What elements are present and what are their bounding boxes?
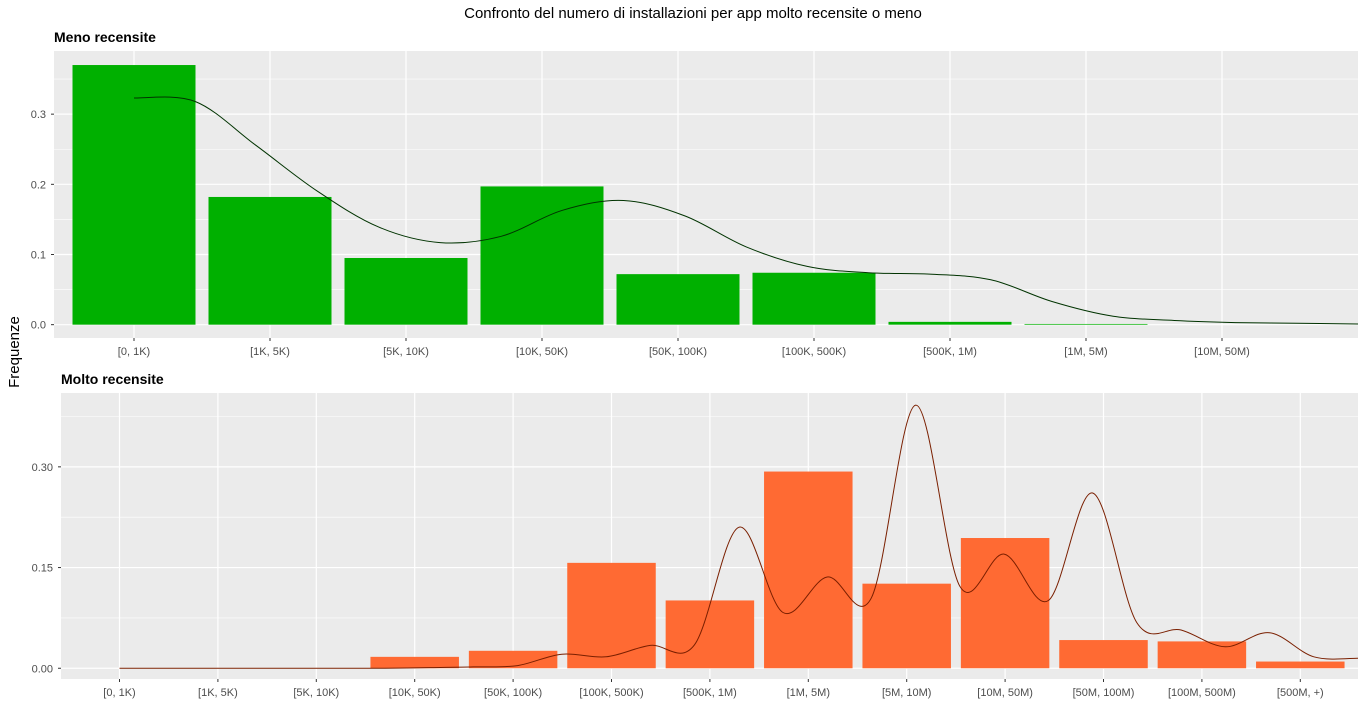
y-tick-label: 0.1 bbox=[31, 249, 46, 261]
bar bbox=[344, 258, 468, 325]
x-tick-label: [500K, 1M) bbox=[923, 346, 977, 358]
y-tick-label: 0.15 bbox=[32, 563, 53, 575]
x-tick-label: [500M, +) bbox=[1277, 687, 1324, 699]
bar bbox=[960, 538, 1050, 669]
bar bbox=[888, 321, 1012, 325]
x-tick-label: [5K, 10K) bbox=[293, 687, 339, 699]
bar bbox=[862, 583, 951, 669]
bar bbox=[1024, 323, 1148, 325]
bar bbox=[567, 562, 656, 669]
x-tick-label: [10M, 50M) bbox=[977, 687, 1033, 699]
x-tick-label: [10K, 50K) bbox=[389, 687, 441, 699]
x-tick-label: [5M, 10M) bbox=[882, 687, 932, 699]
x-tick-label: [50M, 100M) bbox=[1073, 687, 1135, 699]
x-tick-label: [1K, 5K) bbox=[250, 346, 290, 358]
density-line bbox=[133, 96, 1359, 325]
bar bbox=[370, 656, 459, 669]
x-tick-label: [100K, 500K) bbox=[579, 687, 643, 699]
bar bbox=[1059, 640, 1148, 669]
bar bbox=[752, 272, 876, 325]
x-tick-label: [10M, 50M) bbox=[1194, 346, 1250, 358]
chart-title: Confronto del numero di installazioni pe… bbox=[464, 5, 922, 22]
bar bbox=[764, 471, 853, 669]
panel-meno-recensite: Meno recensite 0.0 0.1 0.2 0.3 [0, 1K) [1K, 5… bbox=[31, 29, 1359, 358]
bar bbox=[1256, 661, 1345, 669]
y-tick-label: 0.00 bbox=[32, 663, 53, 675]
x-tick-label: [1K, 5K) bbox=[198, 687, 238, 699]
panel-title: Molto recensite bbox=[61, 371, 164, 387]
x-tick-label: [500K, 1M) bbox=[683, 687, 737, 699]
bar bbox=[72, 65, 196, 325]
y-tick-label: 0.3 bbox=[31, 109, 46, 121]
x-tick-label: [50K, 100K) bbox=[649, 346, 707, 358]
x-tick-label: [5K, 10K) bbox=[383, 346, 429, 358]
x-tick-label: [100K, 500K) bbox=[782, 346, 846, 358]
x-tick-label: [50K, 100K) bbox=[484, 687, 542, 699]
y-axis-label: Frequenze bbox=[6, 316, 23, 388]
bar bbox=[480, 186, 604, 325]
x-tick-label: [0, 1K) bbox=[118, 346, 150, 358]
density-line bbox=[119, 404, 1359, 669]
bar bbox=[616, 274, 740, 325]
x-tick-label: [10K, 50K) bbox=[516, 346, 568, 358]
bar bbox=[208, 196, 332, 325]
bar bbox=[468, 650, 558, 669]
panel-title: Meno recensite bbox=[54, 29, 156, 45]
x-tick-label: [1M, 5M) bbox=[787, 687, 830, 699]
x-tick-label: [0, 1K) bbox=[103, 687, 135, 699]
x-tick-label: [1M, 5M) bbox=[1064, 346, 1107, 358]
y-tick-label: 0.0 bbox=[31, 320, 46, 332]
bar bbox=[665, 600, 755, 669]
y-tick-label: 0.2 bbox=[31, 179, 46, 191]
y-tick-label: 0.30 bbox=[32, 462, 53, 474]
panel-molto-recensite: Molto recensite 0.00 0.15 0.30 [0, 1K) [1K, … bbox=[32, 371, 1359, 699]
x-tick-label: [100M, 500M) bbox=[1168, 687, 1236, 699]
